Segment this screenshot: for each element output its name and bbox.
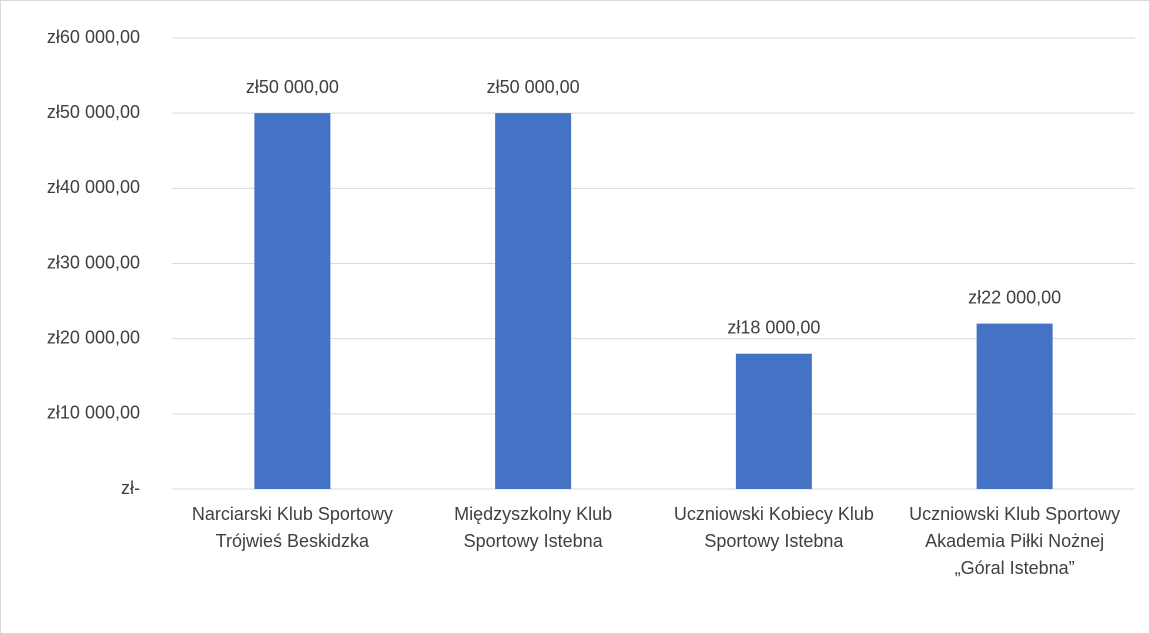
y-tick-label: zł20 000,00: [47, 327, 140, 347]
bar: [735, 353, 812, 489]
bar: [495, 113, 572, 490]
data-label: zł18 000,00: [727, 317, 820, 337]
x-tick-label: Narciarski Klub Sportowy Trójwieś Beskid…: [191, 504, 393, 551]
y-tick-label: zł30 000,00: [47, 252, 140, 272]
data-label: zł50 000,00: [487, 77, 580, 97]
x-label-box: Uczniowski Kobiecy Klub Sportowy Istebna: [673, 504, 874, 551]
x-label-box: Międzyszkolny Klub Sportowy Istebna: [454, 504, 613, 551]
y-tick-label: zł50 000,00: [47, 102, 140, 122]
data-label: zł50 000,00: [246, 77, 339, 97]
y-tick-label: zł10 000,00: [47, 403, 140, 423]
x-label-box: Uczniowski Klub Sportowy Akademia Piłki …: [909, 504, 1121, 578]
x-tick-label: Uczniowski Kobiecy Klub Sportowy Istebna: [673, 504, 874, 551]
y-tick-label: zł60 000,00: [47, 27, 140, 47]
y-tick-label: zł40 000,00: [47, 177, 140, 197]
x-tick-label: Uczniowski Klub Sportowy Akademia Piłki …: [909, 504, 1121, 578]
y-tick-label: zł-: [121, 478, 140, 498]
bar: [976, 323, 1053, 489]
bar: [254, 113, 331, 490]
x-label-box: Narciarski Klub Sportowy Trójwieś Beskid…: [191, 504, 393, 551]
data-label: zł22 000,00: [968, 287, 1061, 307]
x-tick-label: Międzyszkolny Klub Sportowy Istebna: [454, 504, 613, 551]
